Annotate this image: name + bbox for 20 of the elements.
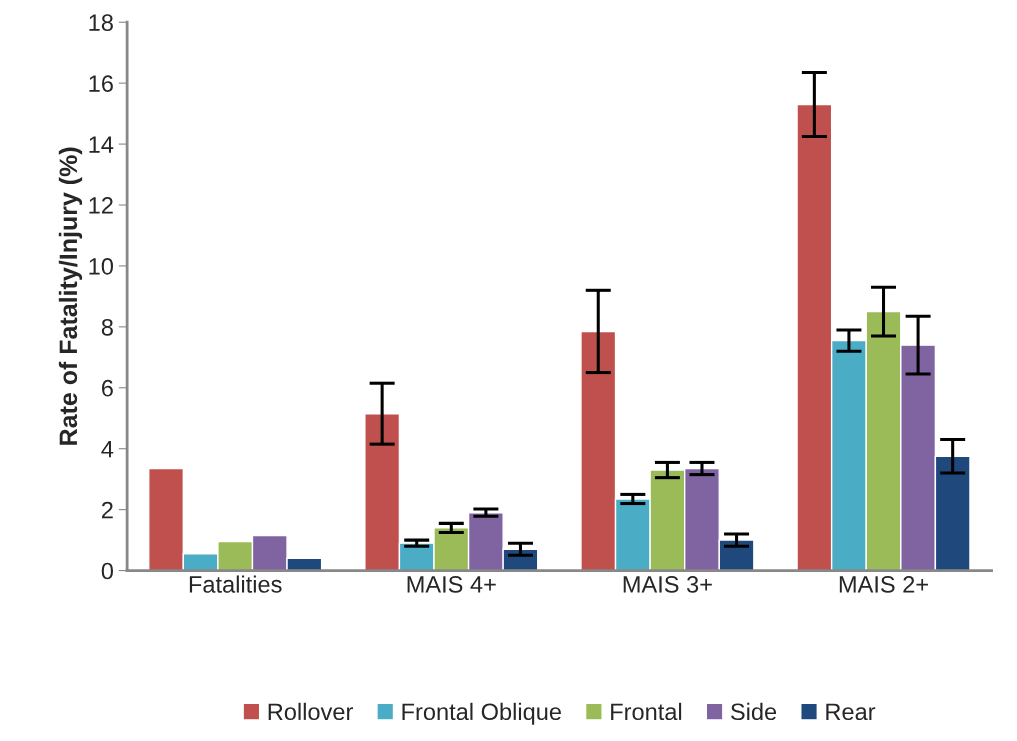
y-tick-label: 6: [102, 379, 113, 397]
y-tick-label: 14: [89, 136, 114, 153]
y-tick-label: 2: [101, 501, 113, 519]
x-tick-label: Fatalities: [189, 575, 282, 593]
legend-label: Frontal Oblique: [402, 702, 561, 725]
y-tick-label: 16: [89, 75, 113, 92]
y-tick-label: 8: [101, 318, 113, 336]
legend-label: Frontal: [611, 702, 682, 721]
legend-label: Rear: [826, 703, 876, 721]
y-tick-label: 0: [101, 562, 114, 580]
y-tick-label: 12: [89, 197, 113, 214]
y-axis-title: Rate of Fatality/Injury (%): [58, 147, 83, 445]
x-tick-label: MAIS 4+: [407, 576, 496, 593]
x-tick-label: MAIS 2+: [839, 576, 928, 593]
y-tick-label: 4: [101, 441, 114, 458]
x-tick-label: MAIS 3+: [623, 576, 712, 593]
legend-label: Rollover: [268, 702, 353, 721]
y-tick-label: 10: [89, 258, 114, 275]
y-tick-label: 18: [89, 14, 113, 32]
legend-label: Side: [730, 702, 777, 721]
